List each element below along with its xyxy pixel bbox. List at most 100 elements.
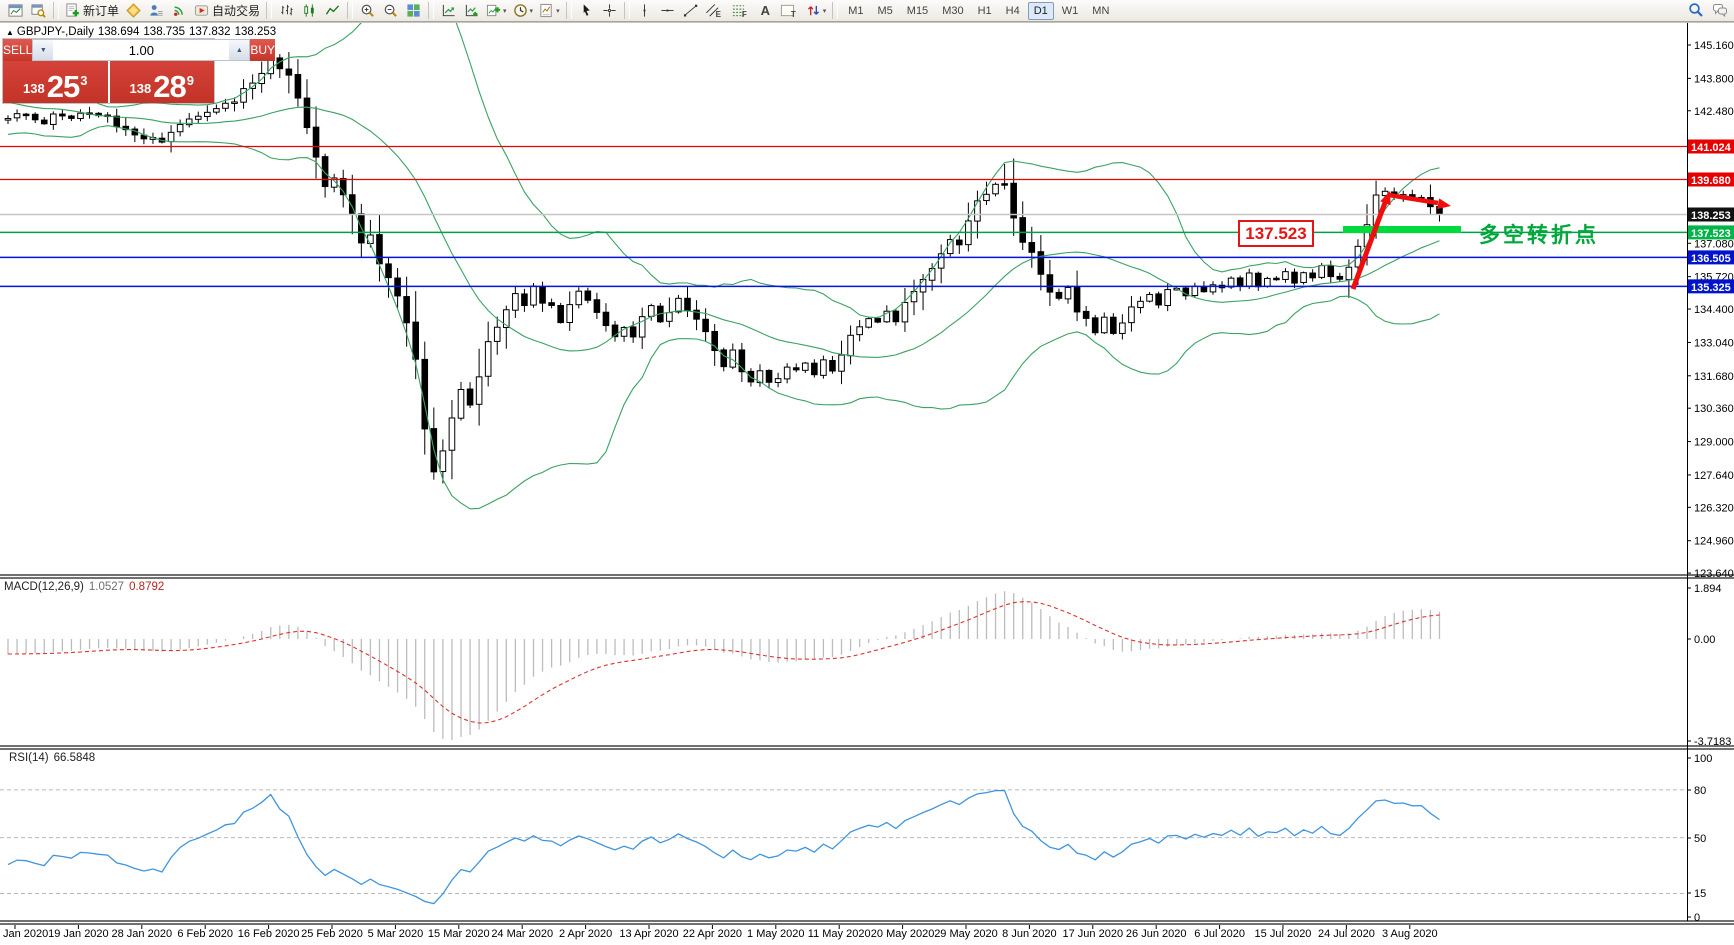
horizontal-line-button[interactable]: [657, 1, 678, 20]
toolbar-separator: [266, 2, 273, 19]
candle-bull: [439, 450, 447, 473]
candle-bear: [1273, 277, 1280, 281]
channel-button[interactable]: E: [703, 1, 727, 20]
tile-windows-button[interactable]: [403, 1, 424, 20]
text-label-icon: [780, 4, 794, 17]
profiles-button[interactable]: [28, 1, 49, 20]
cursor-button[interactable]: [576, 1, 597, 20]
sell-price[interactable]: 138 25 3: [3, 61, 108, 103]
price-tick-label: 137.080: [1694, 238, 1734, 250]
candle-bull: [620, 326, 628, 337]
zoom-in-button[interactable]: [357, 1, 378, 20]
price-tick-label: 133.040: [1694, 337, 1734, 349]
line-chart-button[interactable]: [322, 1, 343, 20]
trend-arrow[interactable]: [1388, 192, 1439, 206]
price-badge-label: 139.680: [1691, 175, 1731, 187]
toolbar-separator: [347, 2, 354, 19]
candle-bear: [59, 113, 66, 117]
trend-arrow-head[interactable]: [1437, 198, 1451, 210]
timeframe-H1[interactable]: H1: [977, 4, 992, 17]
buy-button[interactable]: BUY: [250, 39, 276, 61]
new-order-button[interactable]: 新订单: [63, 1, 121, 20]
time-tick-label: 26 Jun 2020: [1126, 928, 1187, 940]
fibonacci-letter: F: [741, 10, 747, 19]
sell-button[interactable]: SELL: [3, 39, 33, 61]
add-indicator-button[interactable]: ▾: [484, 1, 509, 20]
periods-icon: [513, 4, 527, 17]
timeframe-M15[interactable]: M15: [906, 4, 929, 17]
key-level-price-box[interactable]: 137.523: [1238, 220, 1314, 247]
candle-bear: [602, 311, 610, 327]
collapse-triangle-icon[interactable]: ▲: [6, 28, 14, 37]
support-zone-bar[interactable]: [1343, 226, 1461, 233]
autotrading-button[interactable]: 自动交易: [192, 1, 262, 20]
bollinger-lower: [7, 125, 1440, 510]
candle-bull: [457, 389, 465, 419]
candle-bull: [638, 316, 646, 338]
timeframe-D1[interactable]: D1: [1027, 1, 1054, 20]
zoom-out-button[interactable]: [380, 1, 401, 20]
timeframe-M1[interactable]: M1: [848, 4, 864, 17]
new-chart-button[interactable]: [5, 1, 26, 20]
metaeditor-button[interactable]: [123, 1, 144, 20]
arrows-button[interactable]: ▾: [804, 1, 829, 20]
volume-decrease-button[interactable]: ▼: [33, 40, 54, 60]
candle-bull: [883, 310, 891, 323]
trend-arrow[interactable]: [1350, 199, 1389, 290]
crosshair-button[interactable]: [599, 1, 620, 20]
timeframe-M30[interactable]: M30: [942, 4, 964, 17]
volume-input[interactable]: [53, 40, 230, 60]
new-chart-icon: [8, 4, 23, 17]
text-button[interactable]: A: [755, 1, 776, 20]
indicator-window-button[interactable]: [438, 1, 459, 20]
main-chart-panel: [4, 23, 1443, 510]
candle-bear: [40, 119, 48, 125]
candlestick-chart-button[interactable]: [299, 1, 320, 20]
bar-chart-icon: [281, 4, 293, 16]
trendline-button[interactable]: [680, 1, 701, 20]
candle-bull: [1137, 300, 1144, 309]
dropdown-caret-icon: ▾: [503, 7, 507, 15]
candle-bear: [1046, 274, 1054, 293]
timeframe-M5[interactable]: M5: [877, 4, 893, 17]
periods-button[interactable]: ▾: [511, 1, 536, 20]
time-tick-label: 22 Apr 2020: [683, 928, 742, 940]
chat-icon[interactable]: [1712, 2, 1728, 18]
macd-main-value: 1.0527: [88, 581, 125, 593]
strategy-tester-button[interactable]: [146, 1, 167, 20]
price-tick-label: 124.960: [1694, 536, 1734, 548]
candle-bull: [783, 366, 791, 380]
candle-bull: [503, 309, 510, 329]
buy-price[interactable]: 138 28 9: [109, 61, 214, 103]
signals-button[interactable]: [169, 1, 190, 20]
vertical-line-button[interactable]: [634, 1, 655, 20]
indicator-window-add-button[interactable]: [461, 1, 482, 20]
candle-bull: [1164, 289, 1171, 307]
rsi-name: RSI(14): [9, 752, 49, 764]
search-icon[interactable]: [1688, 2, 1704, 18]
macd-signal-line: [8, 601, 1440, 724]
template-button[interactable]: ▾: [537, 1, 562, 20]
new-order-icon: [66, 3, 79, 17]
candle-bear: [874, 317, 882, 323]
text-icon: A: [760, 3, 770, 18]
candle-bull: [647, 305, 655, 317]
timeframe-W1[interactable]: W1: [1061, 4, 1079, 17]
candle-bull: [983, 193, 990, 202]
candle-bull: [1100, 316, 1108, 334]
trend-arrow-head[interactable]: [1380, 191, 1391, 206]
timeframe-H4[interactable]: H4: [1005, 4, 1020, 17]
timeframe-MN[interactable]: MN: [1092, 4, 1110, 17]
text-label-button[interactable]: T: [778, 1, 802, 20]
bar-chart-button[interactable]: [276, 1, 297, 20]
time-tick-label: 24 Mar 2020: [491, 928, 553, 940]
sell-price-big: 25: [46, 69, 80, 104]
candle-bull: [901, 301, 909, 323]
fibonacci-button[interactable]: F: [729, 1, 753, 20]
time-tick-label: 8 Jun 2020: [1002, 928, 1056, 940]
candle-bear: [403, 296, 410, 324]
dropdown-caret-icon: ▾: [529, 7, 534, 15]
turning-point-annotation[interactable]: 多空转折点: [1479, 224, 1599, 247]
volume-increase-button[interactable]: ▲: [229, 40, 250, 60]
